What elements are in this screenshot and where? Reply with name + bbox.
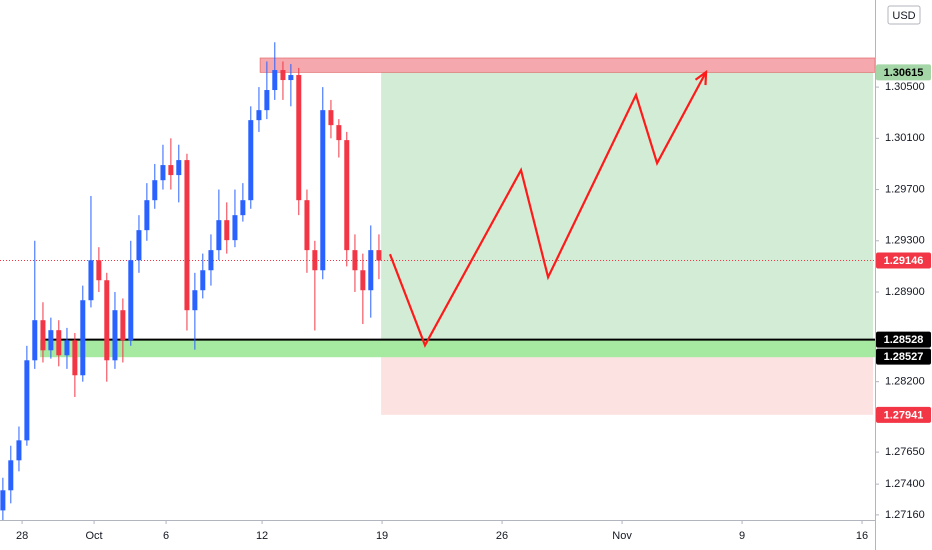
candle-body xyxy=(32,320,38,361)
candle-body xyxy=(8,460,14,491)
candle-body xyxy=(256,110,262,121)
x-tick-label: 28 xyxy=(16,530,28,542)
x-tick-label: 26 xyxy=(496,530,508,542)
candle-body xyxy=(152,180,158,201)
currency-label[interactable]: USD xyxy=(892,10,915,22)
candle-body xyxy=(352,250,358,271)
candle-body xyxy=(144,200,150,231)
candle-body xyxy=(88,260,94,301)
price-badge-label: 1.27941 xyxy=(884,409,924,421)
candle-body xyxy=(128,260,134,341)
candle-body xyxy=(312,250,318,271)
candle-body xyxy=(304,200,310,251)
candle-body xyxy=(280,70,286,81)
x-tick-label: 19 xyxy=(376,530,388,542)
candle-body xyxy=(176,160,182,176)
candle-body xyxy=(360,270,366,291)
candle-body xyxy=(288,75,294,81)
candle-body xyxy=(368,250,374,291)
candle-body xyxy=(216,220,222,251)
candle-body xyxy=(328,110,334,126)
candle-body xyxy=(0,490,6,511)
candle-body xyxy=(48,330,54,351)
price-badge-label: 1.28528 xyxy=(884,334,924,346)
candle-body xyxy=(208,250,214,271)
candle-body xyxy=(16,440,22,461)
price-badge xyxy=(876,252,931,269)
candle-body xyxy=(240,200,246,216)
price-badge-label: 1.29146 xyxy=(884,255,924,267)
candle-body xyxy=(80,300,86,376)
candle-body xyxy=(112,310,118,361)
zone xyxy=(40,339,875,358)
candle-body xyxy=(296,75,302,201)
price-badge-label: 1.30615 xyxy=(884,67,924,79)
y-tick-label: 1.27400 xyxy=(885,478,925,490)
candle-body xyxy=(336,125,342,141)
candle-body xyxy=(248,120,254,201)
candle-body xyxy=(168,165,174,176)
candle-body xyxy=(96,260,102,281)
y-tick-label: 1.27650 xyxy=(885,446,925,458)
y-tick-label: 1.28900 xyxy=(885,286,925,298)
x-tick-label: Oct xyxy=(86,530,103,542)
candle-body xyxy=(136,230,142,261)
price-badge xyxy=(876,348,931,365)
price-badge-label: 1.28527 xyxy=(884,351,924,363)
zone xyxy=(259,57,876,73)
candle-body xyxy=(40,320,46,351)
candle-body xyxy=(376,250,382,261)
x-tick-label: Nov xyxy=(612,530,632,542)
projection-path xyxy=(388,71,707,348)
x-tick-label: 16 xyxy=(856,530,868,542)
candle-body xyxy=(232,215,238,241)
candle-body xyxy=(64,340,70,356)
x-tick-label: 9 xyxy=(739,530,745,542)
plot-area xyxy=(0,42,876,520)
candle-body xyxy=(184,160,190,311)
y-tick-label: 1.30100 xyxy=(885,132,925,144)
y-tick-label: 1.30500 xyxy=(885,81,925,93)
y-tick-label: 1.27160 xyxy=(885,509,925,521)
candle-body xyxy=(272,70,278,91)
candle-body xyxy=(264,90,270,111)
candle-body xyxy=(224,220,230,241)
arrow-head xyxy=(694,69,708,86)
candle-body xyxy=(344,140,350,251)
x-tick-label: 6 xyxy=(163,530,169,542)
candle-body xyxy=(192,290,198,311)
price-badge xyxy=(876,331,931,348)
y-tick-label: 1.29700 xyxy=(885,183,925,195)
y-tick-label: 1.28200 xyxy=(885,376,925,388)
price-badge xyxy=(876,406,931,423)
candle-body xyxy=(104,280,110,361)
candle-body xyxy=(120,310,126,341)
currency-box[interactable] xyxy=(887,5,921,25)
zone xyxy=(381,72,874,340)
price-badge xyxy=(876,64,931,81)
x-tick-label: 12 xyxy=(256,530,268,542)
candle-body xyxy=(320,110,326,271)
candle-body xyxy=(24,360,30,441)
y-tick-label: 1.29300 xyxy=(885,235,925,247)
candle-body xyxy=(200,270,206,291)
candle-body xyxy=(160,165,166,181)
candle-body xyxy=(56,330,62,356)
candle-body xyxy=(72,340,78,376)
